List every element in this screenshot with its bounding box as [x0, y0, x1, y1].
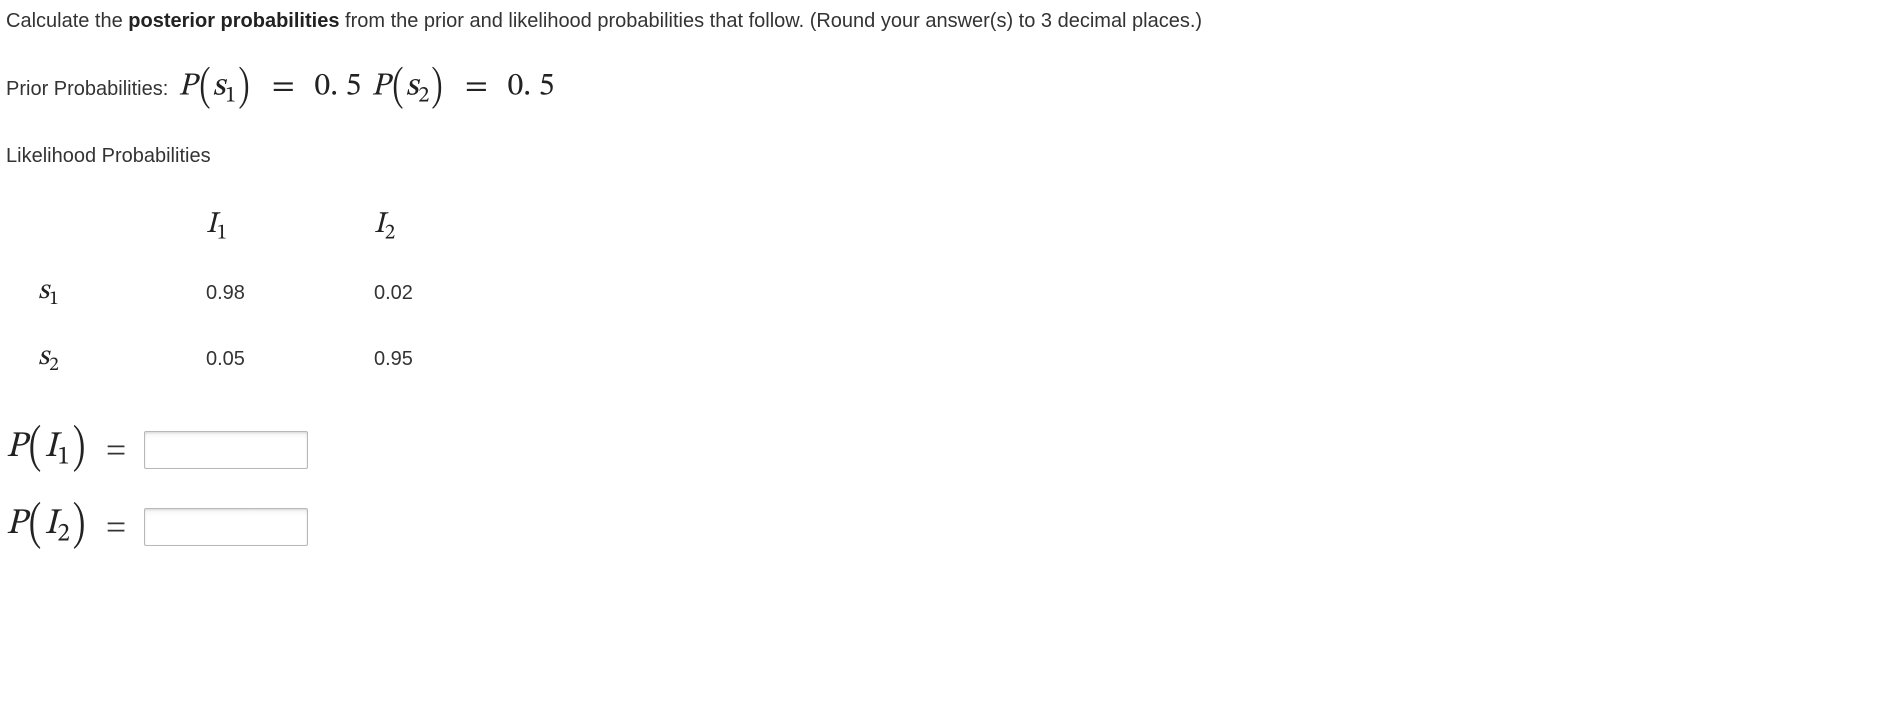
col-header-i1: I1: [206, 192, 374, 260]
table-row: s2 0.05 0.95: [38, 326, 542, 392]
row-header-s2: s2: [38, 326, 206, 392]
table-header-row: I1 I2: [38, 192, 542, 260]
answer-row-p-i1: P(I1) =: [6, 418, 1887, 481]
p-i1-eq: =: [106, 429, 126, 471]
likelihood-table: I1 I2 s1 0.98 0.02 s2 0.05 0.95: [38, 192, 542, 392]
instruction-text: Calculate the posterior probabilities fr…: [6, 10, 1887, 33]
p-i2-eq: =: [106, 506, 126, 548]
cell-s2-i2: 0.95: [374, 326, 542, 392]
prior-p2-val: 0. 5: [507, 71, 554, 103]
prior-p2-arg: s: [406, 71, 419, 103]
p-i2-input[interactable]: [144, 508, 308, 546]
prior-p1-val: 0. 5: [314, 71, 361, 103]
answer-row-p-i2: P(I2) =: [6, 495, 1887, 558]
prior-p2-sub: 2: [418, 85, 429, 107]
instruction-bold: posterior probabilities: [128, 10, 339, 32]
prior-p2: P(s2) = 0. 5: [371, 61, 554, 117]
problem-container: Calculate the posterior probabilities fr…: [0, 0, 1893, 582]
prior-label: Prior Probabilities:: [6, 78, 168, 101]
prior-p1-arg: s: [213, 71, 226, 103]
prior-p2-eq: =: [465, 67, 488, 107]
cell-s2-i1: 0.05: [206, 326, 374, 392]
instruction-after: from the prior and likelihood probabilit…: [339, 10, 1202, 32]
p-i1-input[interactable]: [144, 431, 308, 469]
p-i2-expr: P(I2): [6, 495, 88, 558]
col-header-i2: I2: [374, 192, 542, 260]
table-row: s1 0.98 0.02: [38, 260, 542, 326]
prior-p1: P(s1) = 0. 5: [178, 61, 361, 117]
prior-p2-var: P: [371, 71, 389, 103]
prior-probabilities-line: Prior Probabilities: P(s1) = 0. 5 P(s2) …: [6, 61, 1887, 117]
likelihood-label: Likelihood Probabilities: [6, 145, 1887, 168]
prior-p1-eq: =: [272, 67, 295, 107]
prior-p1-sub: 1: [225, 85, 236, 107]
instruction-before: Calculate the: [6, 10, 128, 32]
row-header-s1: s1: [38, 260, 206, 326]
prior-p1-var: P: [178, 71, 196, 103]
cell-s1-i2: 0.02: [374, 260, 542, 326]
cell-s1-i1: 0.98: [206, 260, 374, 326]
p-i1-expr: P(I1): [6, 418, 88, 481]
